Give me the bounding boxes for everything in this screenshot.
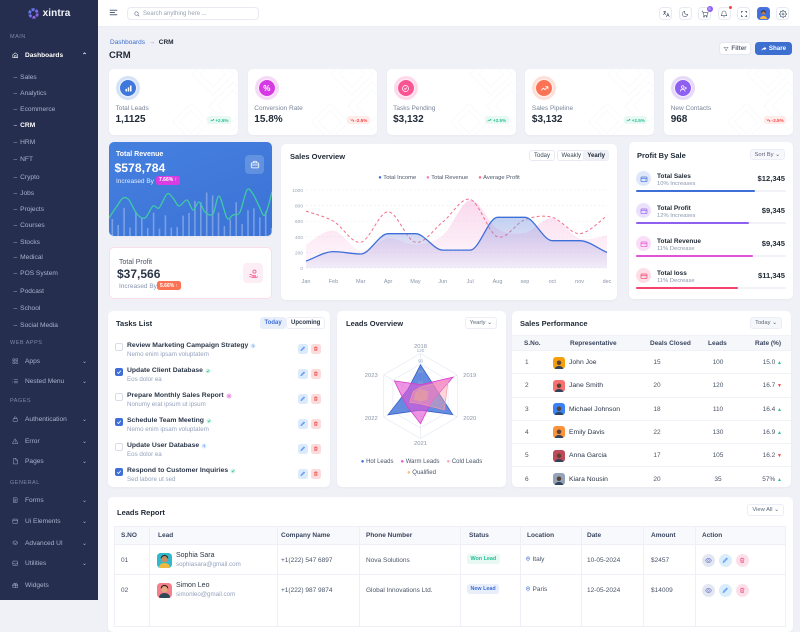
svg-text:1000: 1000	[292, 188, 303, 194]
svg-text:2022: 2022	[365, 416, 378, 422]
svg-text:400: 400	[295, 235, 303, 241]
svg-text:Jun: Jun	[438, 279, 447, 285]
svg-text:2021: 2021	[414, 441, 427, 447]
svg-text:0: 0	[419, 391, 422, 396]
svg-text:600: 600	[295, 219, 303, 225]
svg-text:800: 800	[295, 204, 303, 210]
svg-text:0: 0	[300, 266, 303, 272]
svg-text:Aug: Aug	[493, 279, 503, 285]
svg-text:90: 90	[418, 359, 424, 364]
svg-text:dec: dec	[603, 279, 612, 285]
svg-text:200: 200	[295, 250, 303, 256]
svg-text:30: 30	[418, 380, 424, 385]
svg-text:Jan: Jan	[302, 279, 311, 285]
svg-text:Jul: Jul	[467, 279, 474, 285]
svg-text:120: 120	[417, 348, 425, 353]
svg-text:2018: 2018	[414, 344, 427, 350]
svg-text:May: May	[410, 279, 421, 285]
svg-text:Feb: Feb	[329, 279, 338, 285]
svg-text:2023: 2023	[365, 373, 378, 379]
svg-text:60: 60	[418, 369, 424, 374]
svg-text:oct: oct	[549, 279, 557, 285]
svg-text:sep: sep	[520, 279, 529, 285]
svg-text:Apr: Apr	[384, 279, 393, 285]
svg-text:nov: nov	[575, 279, 584, 285]
svg-text:Mar: Mar	[356, 279, 366, 285]
svg-text:2020: 2020	[463, 416, 476, 422]
svg-text:2019: 2019	[463, 373, 476, 379]
